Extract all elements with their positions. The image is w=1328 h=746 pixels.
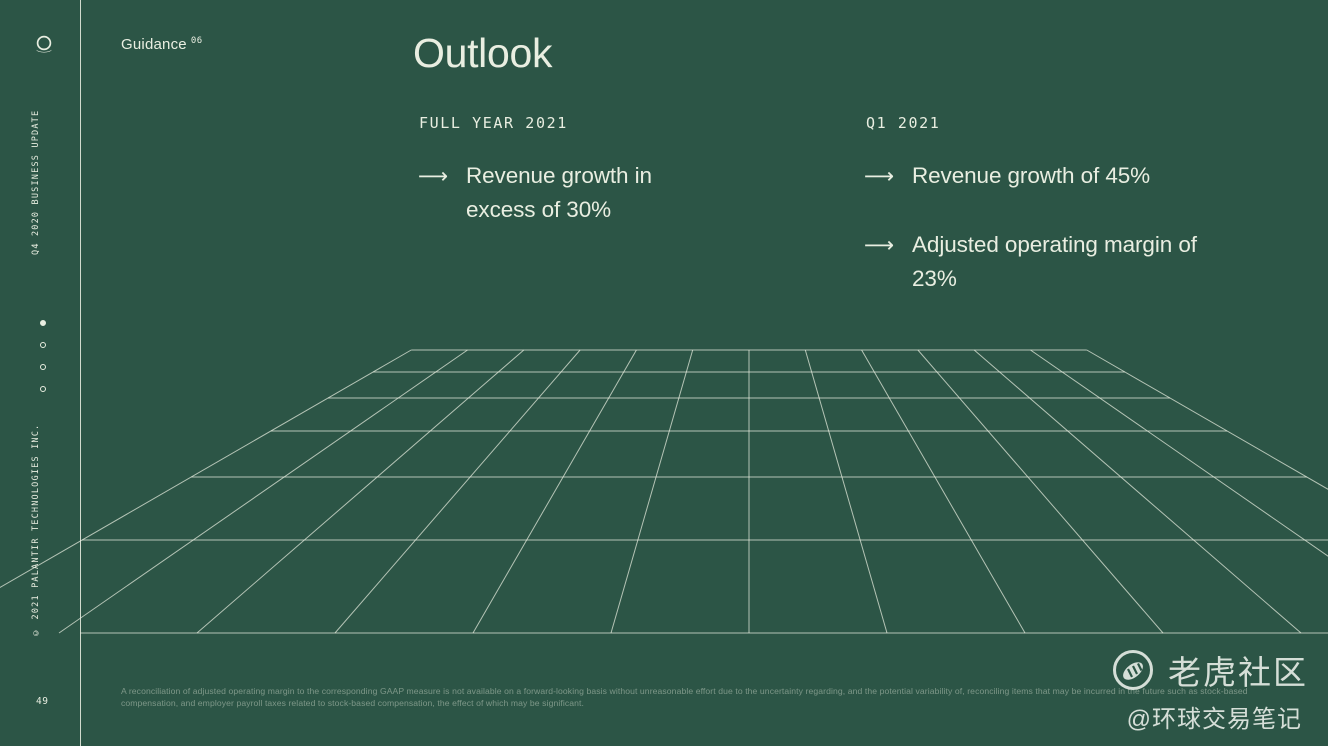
section-number: 06 <box>190 36 203 46</box>
watermark-community: 老虎社区 <box>1111 646 1308 694</box>
bullet-item: ⟶ Revenue growth of 45% <box>864 159 1150 193</box>
bullet-item: ⟶ Revenue growth in excess of 30% <box>418 159 681 227</box>
tiger-community-icon <box>1113 650 1153 690</box>
column-heading: FULL YEAR 2021 <box>419 114 568 132</box>
bullet-text: Revenue growth in excess of 30% <box>466 163 652 222</box>
sidebar-copyright-label: © 2021 PALANTIR TECHNOLOGIES INC. <box>31 423 41 637</box>
progress-dot <box>40 342 46 348</box>
bullet-item: ⟶ Adjusted operating margin of 23% <box>864 228 1224 296</box>
slide-progress-dots <box>40 320 46 392</box>
sidebar-divider <box>80 0 81 746</box>
bullet-text: Adjusted operating margin of 23% <box>912 232 1197 291</box>
section-label-text: Guidance <box>121 36 187 53</box>
section-label: Guidance 06 <box>121 36 203 53</box>
watermark-community-name: 老虎社区 <box>1168 654 1308 691</box>
progress-dot <box>40 386 46 392</box>
footnote: A reconciliation of adjusted operating m… <box>121 686 1248 709</box>
progress-dot <box>40 364 46 370</box>
page-number: 49 <box>36 696 49 707</box>
progress-dot <box>40 320 46 326</box>
bullet-text: Revenue growth of 45% <box>912 163 1151 188</box>
arrow-icon: ⟶ <box>418 164 449 188</box>
column-heading: Q1 2021 <box>866 114 941 132</box>
arrow-icon: ⟶ <box>864 233 895 257</box>
watermark-handle: @环球交易笔记 <box>1126 706 1302 733</box>
sidebar-report-label: Q4 2020 BUSINESS UPDATE <box>31 109 41 255</box>
arrow-icon: ⟶ <box>864 164 895 188</box>
palantir-logo-icon <box>36 35 52 53</box>
page-title: Outlook <box>413 30 553 76</box>
